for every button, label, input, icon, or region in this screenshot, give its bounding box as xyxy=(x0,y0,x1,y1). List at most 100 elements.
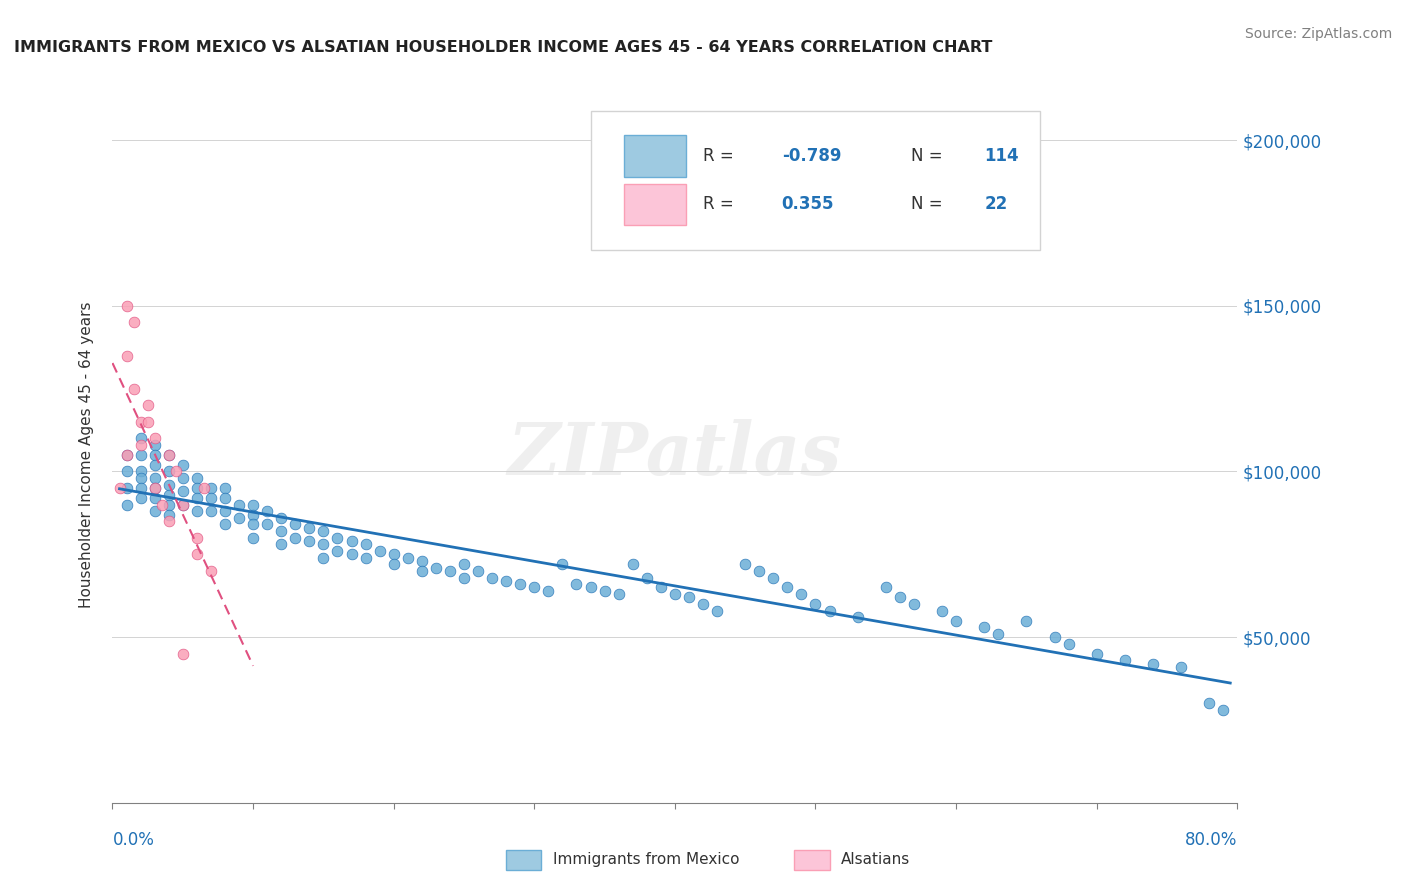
Point xyxy=(382,558,405,572)
Point xyxy=(1212,703,1234,717)
Text: ZIPatlas: ZIPatlas xyxy=(508,419,842,491)
Point xyxy=(122,382,145,396)
Point xyxy=(312,537,335,551)
Point xyxy=(284,517,307,532)
Text: 80.0%: 80.0% xyxy=(1185,830,1237,848)
Point xyxy=(537,583,560,598)
Point xyxy=(987,627,1010,641)
Point xyxy=(186,481,208,495)
Point xyxy=(157,465,180,479)
Point xyxy=(157,498,180,512)
Point xyxy=(889,591,911,605)
Point xyxy=(509,577,531,591)
Point xyxy=(129,431,152,445)
Point xyxy=(172,498,194,512)
Point xyxy=(214,517,236,532)
Point xyxy=(284,531,307,545)
Point xyxy=(143,448,166,462)
Point xyxy=(636,570,658,584)
FancyBboxPatch shape xyxy=(624,135,686,177)
Point xyxy=(186,547,208,561)
Point xyxy=(186,531,208,545)
Point xyxy=(115,448,138,462)
Point xyxy=(172,647,194,661)
Point xyxy=(186,504,208,518)
Point xyxy=(706,604,728,618)
Point xyxy=(1085,647,1108,661)
Point xyxy=(734,558,756,572)
Point xyxy=(214,481,236,495)
Point xyxy=(1015,614,1038,628)
Point xyxy=(453,558,475,572)
Point xyxy=(621,558,644,572)
Point xyxy=(607,587,630,601)
Point xyxy=(270,537,292,551)
Point xyxy=(172,458,194,472)
Point xyxy=(1057,637,1080,651)
Point xyxy=(129,448,152,462)
Point xyxy=(129,471,152,485)
Point xyxy=(748,564,770,578)
Point xyxy=(242,508,264,522)
Point xyxy=(256,517,278,532)
Point xyxy=(129,481,152,495)
Text: 0.355: 0.355 xyxy=(782,195,834,213)
Point xyxy=(143,458,166,472)
Point xyxy=(200,481,222,495)
Point xyxy=(143,481,166,495)
Point xyxy=(650,581,672,595)
Point xyxy=(270,511,292,525)
Point xyxy=(228,511,250,525)
Point xyxy=(129,491,152,505)
Y-axis label: Householder Income Ages 45 - 64 years: Householder Income Ages 45 - 64 years xyxy=(79,301,94,608)
Text: N =: N = xyxy=(911,195,948,213)
Text: 114: 114 xyxy=(984,147,1019,165)
Point xyxy=(143,471,166,485)
Point xyxy=(776,581,799,595)
FancyBboxPatch shape xyxy=(591,111,1040,250)
Point xyxy=(157,477,180,491)
Point xyxy=(453,570,475,584)
Text: 22: 22 xyxy=(984,195,1008,213)
Point xyxy=(143,491,166,505)
Text: 0.0%: 0.0% xyxy=(112,830,155,848)
Point xyxy=(425,560,447,574)
Point xyxy=(312,524,335,538)
Point xyxy=(143,481,166,495)
Point xyxy=(973,620,995,634)
Point xyxy=(122,315,145,329)
Point xyxy=(368,544,391,558)
Point xyxy=(467,564,489,578)
Point xyxy=(150,498,173,512)
Point xyxy=(1114,653,1136,667)
Point xyxy=(193,481,215,495)
Point xyxy=(172,498,194,512)
Point xyxy=(326,544,349,558)
Point xyxy=(242,498,264,512)
Point xyxy=(411,554,433,568)
Text: Immigrants from Mexico: Immigrants from Mexico xyxy=(553,853,740,867)
Point xyxy=(551,558,574,572)
Point xyxy=(256,504,278,518)
Point xyxy=(495,574,517,588)
Point xyxy=(762,570,785,584)
Text: Source: ZipAtlas.com: Source: ZipAtlas.com xyxy=(1244,27,1392,41)
Text: N =: N = xyxy=(911,147,948,165)
Text: Alsatians: Alsatians xyxy=(841,853,910,867)
Point xyxy=(818,604,841,618)
Text: IMMIGRANTS FROM MEXICO VS ALSATIAN HOUSEHOLDER INCOME AGES 45 - 64 YEARS CORRELA: IMMIGRANTS FROM MEXICO VS ALSATIAN HOUSE… xyxy=(14,40,993,55)
Point xyxy=(157,508,180,522)
Point xyxy=(186,471,208,485)
Point xyxy=(678,591,700,605)
Text: -0.789: -0.789 xyxy=(782,147,841,165)
Point xyxy=(115,299,138,313)
Point xyxy=(354,550,377,565)
Point xyxy=(326,531,349,545)
Point xyxy=(312,550,335,565)
Point xyxy=(692,597,714,611)
Point xyxy=(115,349,138,363)
Point xyxy=(172,471,194,485)
Point xyxy=(136,415,159,429)
Point xyxy=(270,524,292,538)
Point xyxy=(579,581,602,595)
